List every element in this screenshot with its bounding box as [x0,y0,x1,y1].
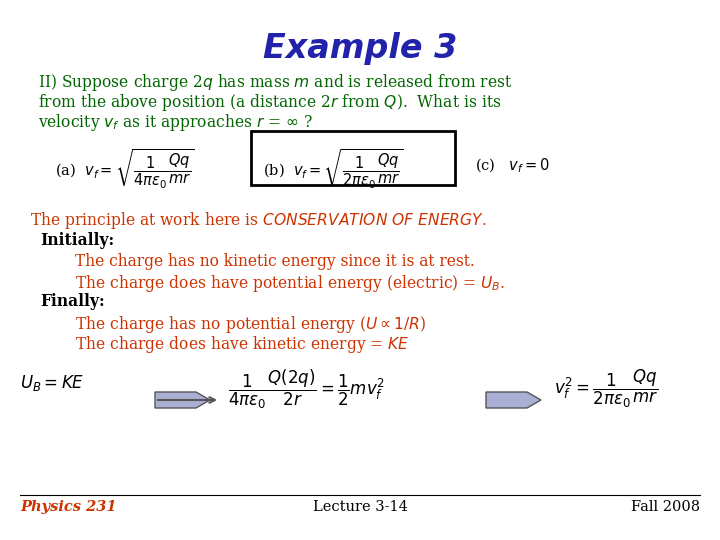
Text: The charge does have potential energy (electric) = $U_B$.: The charge does have potential energy (e… [75,273,505,294]
Text: The charge does have kinetic energy = $\it{KE}$: The charge does have kinetic energy = $\… [75,334,410,355]
Text: The charge has no potential energy ($U \propto 1/R$): The charge has no potential energy ($U \… [75,314,426,335]
FancyArrow shape [486,392,541,408]
Text: The charge has no kinetic energy since it is at rest.: The charge has no kinetic energy since i… [75,253,475,270]
Text: $U_B = KE$: $U_B = KE$ [20,373,84,393]
Text: Lecture 3-14: Lecture 3-14 [312,500,408,514]
Text: velocity $v_f$ as it approaches $r$ = $\infty$ ?: velocity $v_f$ as it approaches $r$ = $\… [38,112,313,133]
Text: $\dfrac{1}{4\pi\varepsilon_0}\dfrac{Q(2q)}{2r} = \dfrac{1}{2}mv_f^2$: $\dfrac{1}{4\pi\varepsilon_0}\dfrac{Q(2q… [228,368,385,411]
Text: Fall 2008: Fall 2008 [631,500,700,514]
Text: The principle at work here is $\it{CONSERVATION\ OF\ ENERGY.}$: The principle at work here is $\it{CONSE… [30,210,487,231]
Text: (b)  $v_f = \sqrt{\dfrac{1}{2\pi\varepsilon_0}\dfrac{Qq}{mr}}$: (b) $v_f = \sqrt{\dfrac{1}{2\pi\varepsil… [263,148,403,192]
Text: Finally:: Finally: [40,293,104,310]
Text: II) Suppose charge 2$q$ has mass $m$ and is released from rest: II) Suppose charge 2$q$ has mass $m$ and… [38,72,513,93]
Text: (c)   $v_f = 0$: (c) $v_f = 0$ [475,157,549,176]
FancyArrow shape [155,392,210,408]
FancyBboxPatch shape [251,131,455,185]
Text: Initially:: Initially: [40,232,114,249]
Text: (a)  $v_f = \sqrt{\dfrac{1}{4\pi\varepsilon_0}\dfrac{Qq}{mr}}$: (a) $v_f = \sqrt{\dfrac{1}{4\pi\varepsil… [55,148,195,192]
Text: $v_f^2 = \dfrac{1}{2\pi\varepsilon_0}\dfrac{Qq}{mr}$: $v_f^2 = \dfrac{1}{2\pi\varepsilon_0}\df… [554,368,658,410]
Text: Example 3: Example 3 [263,32,457,65]
Text: Physics 231: Physics 231 [20,500,117,514]
Text: from the above position (a distance 2$r$ from $Q$).  What is its: from the above position (a distance 2$r$… [38,92,501,113]
